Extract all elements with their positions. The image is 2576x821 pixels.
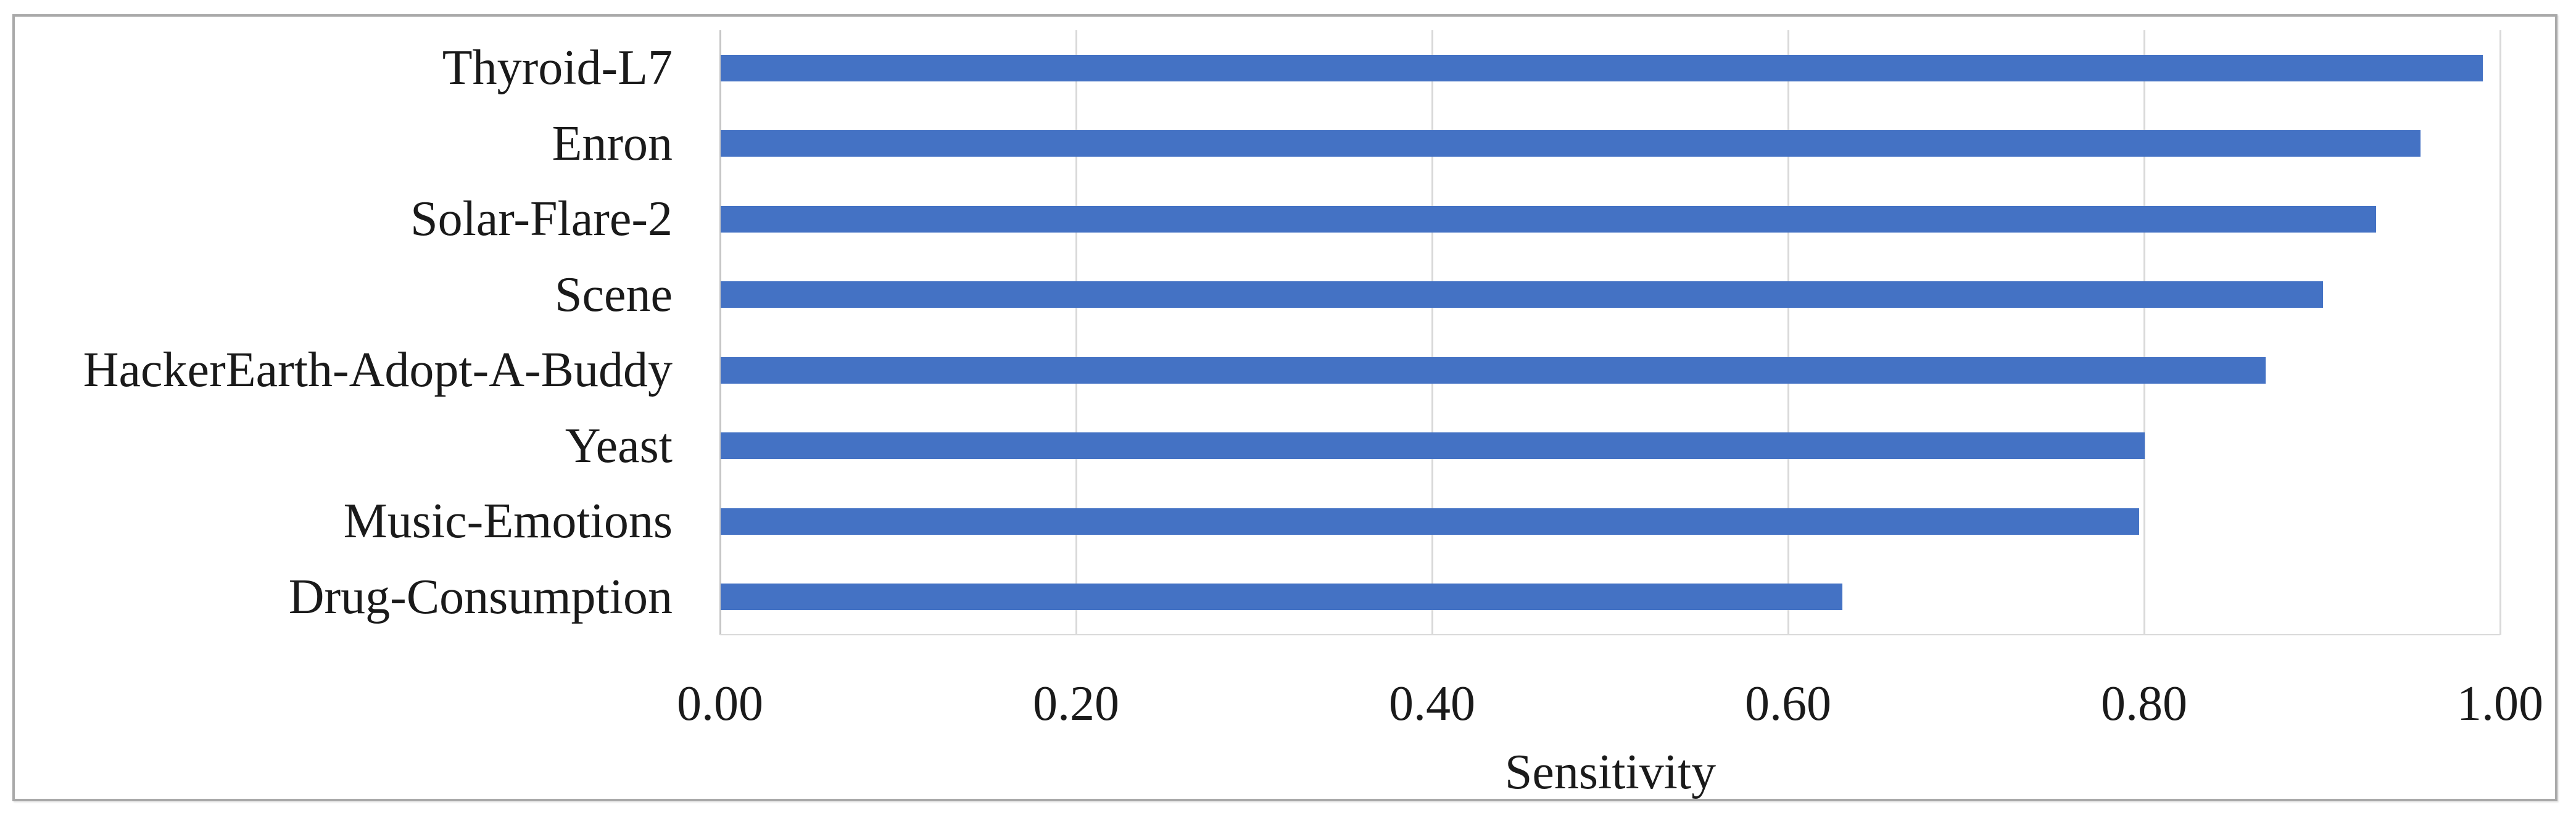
category-label: Solar-Flare-2 [410,192,673,246]
gridline [2143,30,2145,635]
category-label: Scene [554,268,673,322]
bar [721,584,1842,610]
category-label: Drug-Consumption [288,570,673,624]
x-axis-title: Sensitivity [1504,745,1717,799]
gridline [1431,30,1433,635]
x-tick-label: 0.40 [1389,677,1475,731]
bar [721,55,2483,81]
x-tick-label: 0.00 [677,677,763,731]
gridline [1075,30,1077,635]
gridline [1787,30,1789,635]
category-label: Thyroid-L7 [442,41,673,95]
x-tick-label: 0.60 [1745,677,1831,731]
bar [721,206,2376,233]
category-label: Music-Emotions [343,494,673,548]
category-label: Enron [552,117,673,171]
bar [721,281,2323,308]
gridline [2499,30,2501,635]
bar [721,432,2145,459]
x-tick-label: 0.20 [1033,677,1119,731]
x-tick-label: 0.80 [2101,677,2187,731]
value-axis-line [719,30,721,635]
x-tick-label: 1.00 [2457,677,2543,731]
bar [721,130,2421,157]
bar [721,357,2266,384]
category-label: HackerEarth-Adopt-A-Buddy [83,343,673,397]
bar [721,508,2139,535]
category-label: Yeast [565,419,673,473]
category-axis-line [720,634,2500,635]
